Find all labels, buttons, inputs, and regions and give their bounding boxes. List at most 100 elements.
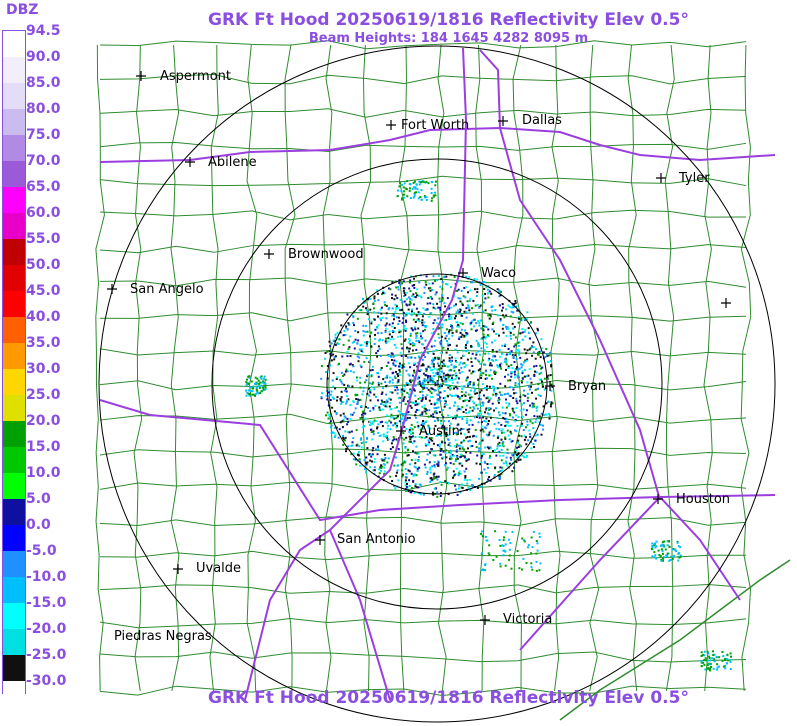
echo-pixel: [463, 470, 466, 473]
echo-pixel: [262, 380, 264, 383]
echo-pixel: [250, 380, 253, 383]
echo-pixel: [420, 189, 423, 192]
echo-pixel: [384, 324, 387, 327]
echo-pixel: [466, 300, 469, 303]
county-line: [99, 516, 747, 527]
echo-pixel: [727, 659, 729, 662]
echo-pixel: [504, 424, 507, 427]
city-label: Brownwood: [288, 247, 364, 262]
echo-pixel: [370, 386, 373, 389]
echo-pixel: [476, 407, 479, 410]
echo-pixel: [451, 356, 454, 359]
echo-pixel: [446, 365, 449, 368]
echo-pixel: [421, 343, 423, 346]
echo-pixel: [707, 652, 710, 655]
echo-pixel: [464, 391, 467, 394]
echo-pixel: [540, 367, 542, 370]
echo-pixel: [463, 456, 466, 459]
echo-pixel: [702, 661, 705, 664]
city-label: San Angelo: [130, 282, 204, 297]
echo-pixel: [350, 453, 353, 456]
echo-pixel: [506, 420, 509, 423]
echo-pixel: [425, 412, 428, 415]
echo-pixel: [413, 426, 416, 429]
legend-label: 55.0: [26, 231, 61, 247]
echo-pixel: [368, 318, 370, 321]
legend-label: 15.0: [26, 439, 61, 455]
echo-pixel: [377, 383, 380, 386]
echo-pixel: [535, 540, 538, 542]
echo-pixel: [460, 441, 463, 444]
echo-pixel: [394, 407, 397, 409]
echo-pixel: [440, 370, 443, 373]
echo-pixel: [416, 467, 419, 470]
echo-pixel: [368, 453, 371, 456]
echo-pixel: [441, 380, 444, 382]
echo-pixel: [355, 398, 358, 400]
echo-pixel: [357, 451, 360, 453]
echo-pixel: [333, 436, 336, 439]
echo-pixel: [366, 330, 369, 333]
echo-pixel: [448, 315, 450, 318]
echo-pixel: [497, 450, 500, 453]
echo-pixel: [666, 540, 669, 543]
echo-pixel: [425, 431, 428, 434]
echo-pixel: [392, 424, 395, 427]
echo-pixel: [432, 450, 435, 453]
echo-pixel: [500, 367, 503, 370]
echo-pixel: [403, 327, 406, 330]
echo-pixel: [369, 459, 372, 462]
echo-pixel: [527, 544, 530, 547]
echo-pixel: [709, 662, 712, 665]
echo-pixel: [362, 330, 365, 333]
echo-pixel: [350, 444, 353, 447]
echo-pixel: [375, 420, 378, 423]
echo-pixel: [504, 393, 507, 396]
echo-pixel: [480, 425, 483, 428]
highway-dallas-north: [479, 49, 501, 129]
echo-pixel: [411, 428, 414, 431]
echo-pixel: [389, 338, 392, 341]
echo-pixel: [395, 406, 398, 409]
echo-pixel: [406, 347, 409, 350]
echo-pixel: [476, 414, 479, 417]
echo-pixel: [358, 348, 361, 351]
echo-pixel: [507, 404, 510, 407]
echo-pixel: [385, 327, 387, 330]
echo-pixel: [436, 373, 439, 376]
echo-pixel: [394, 303, 397, 306]
footer-title: GRK Ft Hood 20250619/1816 Reflectivity E…: [208, 688, 689, 708]
echo-pixel: [480, 347, 483, 350]
echo-pixel: [455, 394, 457, 397]
echo-pixel: [475, 440, 477, 443]
echo-pixel: [439, 492, 442, 495]
echo-pixel: [413, 180, 416, 183]
echo-pixel: [516, 446, 518, 449]
echo-pixel: [655, 557, 658, 560]
echo-pixel: [373, 393, 376, 396]
county-line: [133, 44, 143, 692]
echo-pixel: [544, 387, 547, 390]
echo-pixel: [516, 374, 519, 377]
echo-pixel: [485, 285, 488, 288]
echo-pixel: [539, 417, 542, 420]
echo-pixel: [523, 438, 526, 441]
echo-pixel: [708, 655, 711, 658]
echo-pixel: [412, 475, 415, 478]
echo-pixel: [408, 463, 411, 466]
echo-pixel: [382, 291, 384, 294]
echo-pixel: [377, 399, 379, 402]
echo-pixel: [508, 548, 511, 551]
echo-pixel: [419, 311, 422, 314]
echo-pixel: [485, 407, 488, 410]
echo-pixel: [432, 473, 435, 476]
echo-pixel: [358, 356, 361, 359]
echo-pixel: [433, 407, 436, 410]
echo-pixel: [511, 531, 514, 533]
echo-pixel: [384, 405, 387, 408]
legend-label: 20.0: [26, 413, 61, 429]
echo-pixel: [437, 387, 440, 390]
echo-pixel: [353, 340, 356, 343]
echo-pixel: [437, 358, 440, 361]
